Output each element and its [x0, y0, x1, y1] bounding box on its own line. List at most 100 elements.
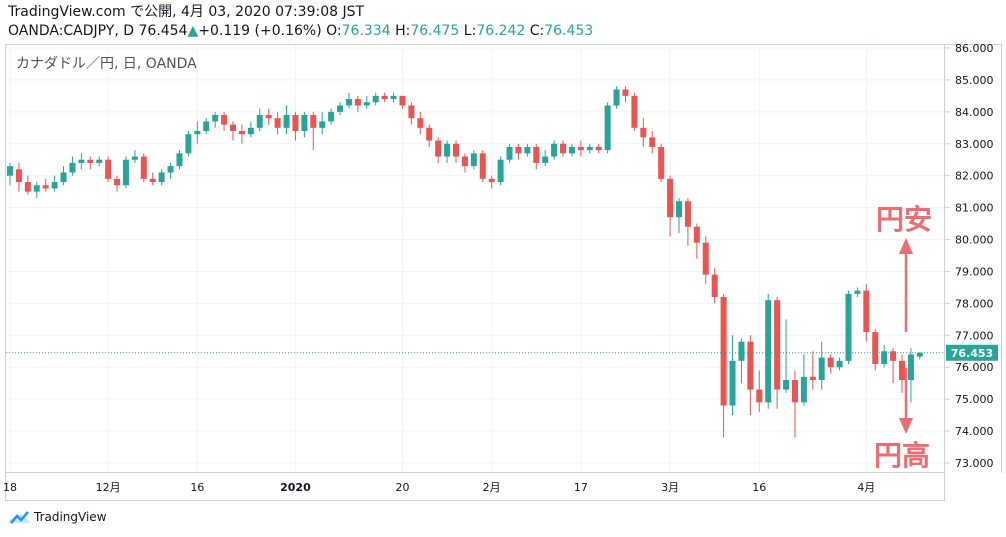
candle-body: [765, 300, 772, 403]
candle-body: [640, 127, 647, 138]
candle-body: [42, 185, 49, 189]
y-tick-label: 83.000: [955, 138, 994, 151]
x-tick-label: 17: [574, 481, 588, 494]
x-tick-label: 3月: [661, 481, 679, 494]
price-change: +0.119 (+0.16%): [198, 23, 322, 39]
candle-body: [542, 156, 549, 163]
x-tick-label: 16: [752, 481, 766, 494]
candle-body: [658, 146, 665, 179]
candle-body: [693, 226, 700, 243]
chart-pane[interactable]: [5, 44, 945, 473]
close-value: 76.453: [544, 23, 594, 39]
up-arrow-icon: ▲: [187, 23, 199, 39]
candle-body: [800, 376, 807, 403]
candle-body: [568, 146, 575, 154]
last-price: 76.454: [138, 23, 188, 39]
y-tick-label: 84.000: [955, 106, 994, 119]
up-arrow-head-icon: [899, 238, 913, 254]
open-label: O:: [326, 23, 342, 39]
candle-body: [497, 159, 504, 183]
candle-body: [274, 118, 281, 128]
x-tick-label: 16: [190, 481, 204, 494]
candle-body: [791, 380, 798, 403]
candle-body: [863, 290, 870, 333]
candle-body: [595, 146, 602, 151]
candle-body: [337, 105, 344, 112]
candle-body: [185, 134, 192, 154]
x-tick-label: 12月: [96, 481, 121, 494]
candle-body: [319, 121, 326, 128]
time-scale[interactable]: [5, 473, 945, 501]
low-value: 76.242: [476, 23, 526, 39]
ohlc-line: OANDA:CADJPY, D 76.454▲+0.119 (+0.16%) O…: [8, 22, 593, 41]
x-tick-label: 18: [3, 481, 17, 494]
candle-body: [604, 105, 611, 151]
y-tick-label: 77.000: [955, 329, 994, 342]
y-axis-ticks: 86.000 85.000 84.000 83.000 82.000 81.000 80.0…: [945, 42, 998, 470]
y-tick-label: 85.000: [955, 74, 994, 87]
footer-branding[interactable]: TradingView: [8, 510, 107, 524]
candle-body: [783, 380, 790, 390]
candle-body: [15, 169, 22, 183]
candle-body: [69, 162, 76, 173]
yen-weak-label: 円安: [876, 203, 933, 236]
candle-body: [453, 143, 459, 157]
candle-body: [203, 121, 210, 131]
candle-body: [408, 105, 415, 119]
yen-strong-label: 円高: [874, 439, 931, 472]
candle-body: [363, 102, 370, 106]
price-scale[interactable]: [945, 44, 1002, 473]
candle-body: [461, 156, 468, 167]
y-tick-label: 73.000: [955, 457, 994, 470]
down-arrow-head-icon: [899, 418, 913, 434]
candle-body: [7, 166, 13, 176]
chart-header: TradingView.com で公開, 4月 03, 2020 07:39:0…: [8, 3, 593, 41]
symbol-description: カナダドル／円, 日, OANDA: [16, 56, 197, 72]
current-price-label: 76.453: [951, 347, 993, 360]
tradingview-cloud-icon: [8, 510, 30, 524]
x-tick-label: 2020: [280, 481, 311, 494]
candle-body: [301, 115, 308, 131]
candle-body: [720, 297, 727, 406]
y-tick-label: 74.000: [955, 425, 994, 438]
candle-body: [354, 99, 361, 106]
candle-body: [845, 293, 852, 361]
x-tick-label: 20: [395, 481, 409, 494]
candle-body: [631, 95, 638, 128]
candle-body: [916, 352, 923, 357]
low-label: L:: [463, 23, 477, 39]
candle-body: [738, 341, 745, 361]
y-tick-label: 80.000: [955, 234, 994, 247]
open-value: 76.334: [341, 23, 391, 39]
candle-body: [33, 185, 40, 192]
candle-body: [533, 146, 540, 163]
candle-body: [140, 156, 147, 179]
candle-body: [51, 182, 58, 189]
candle-body: [479, 153, 486, 179]
candle-body: [426, 127, 433, 141]
candle-body: [444, 143, 451, 157]
candle-body: [194, 131, 201, 135]
candle-body: [702, 242, 709, 275]
candle-body: [310, 115, 317, 128]
x-axis-ticks: 18 12月 16 2020 20 2月 17 3月 16 4月: [3, 481, 875, 494]
candle-body: [827, 357, 834, 368]
candle-body: [649, 137, 656, 147]
high-value: 76.475: [410, 23, 460, 39]
candle-body: [238, 131, 245, 135]
candle-body: [506, 146, 513, 160]
annotation-arrows: [899, 238, 913, 434]
x-tick-label: 2月: [483, 481, 501, 494]
candle-body: [872, 332, 879, 365]
candle-body: [435, 140, 442, 157]
candle-body: [158, 172, 165, 183]
high-label: H:: [395, 23, 411, 39]
candle-body: [381, 95, 388, 100]
y-tick-label: 76.000: [955, 361, 994, 374]
symbol-interval: OANDA:CADJPY, D: [8, 23, 135, 39]
candle-body: [372, 95, 379, 103]
publish-info: TradingView.com で公開, 4月 03, 2020 07:39:0…: [8, 4, 365, 20]
candle-body: [560, 143, 567, 154]
y-tick-label: 86.000: [955, 42, 994, 55]
